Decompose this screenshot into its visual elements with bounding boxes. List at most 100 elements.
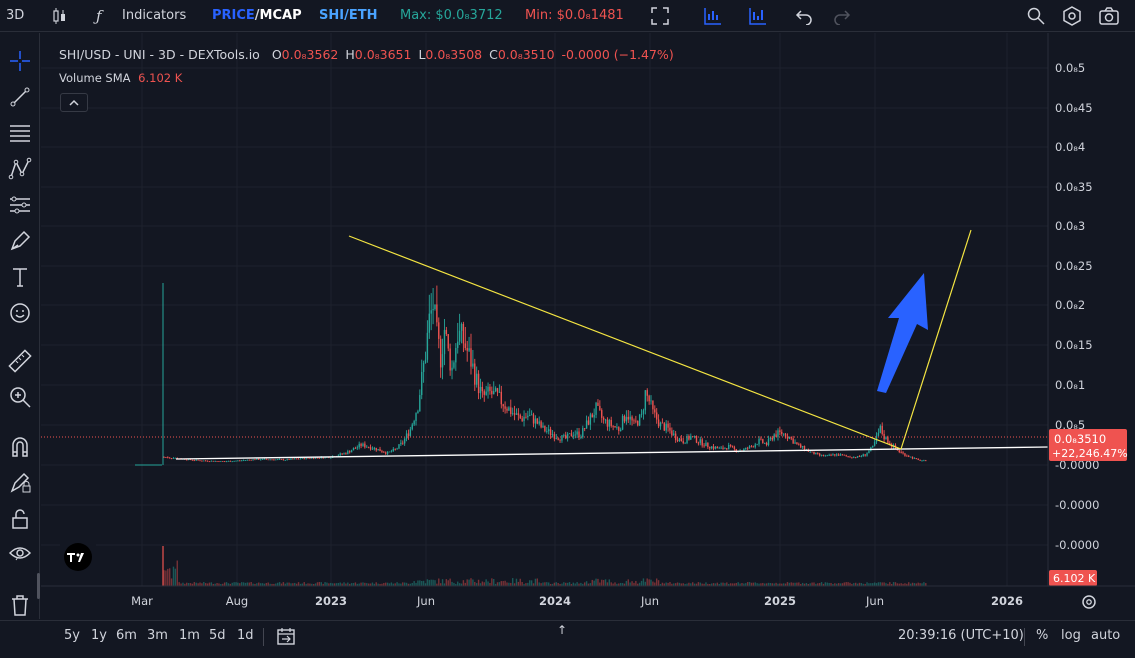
layout-button[interactable]: 3D [6,8,25,23]
indicators-button[interactable]: Indicators [122,8,187,23]
candle [923,459,925,462]
price-label[interactable]: PRICE [212,8,255,23]
lock-icon[interactable] [8,507,32,531]
volume-bar [411,583,413,586]
range-1d[interactable]: 1d [237,628,254,643]
percent-toggle[interactable]: % [1036,628,1049,643]
scroll-handle-icon[interactable]: ↑ [557,623,568,637]
redo-icon[interactable] [833,0,851,32]
trash-icon[interactable] [8,593,32,617]
log-toggle[interactable]: log [1061,628,1081,643]
emoji-icon[interactable] [8,301,32,325]
lock-drawing-icon[interactable] [8,471,32,495]
candle [377,449,379,451]
x-tick-label: 2025 [764,594,796,608]
candle [773,433,775,442]
candle [796,442,798,445]
volume-bar [868,583,870,586]
candle [589,412,592,430]
volume-bar [811,582,813,586]
volume-bar [536,578,539,586]
auto-toggle[interactable]: auto [1091,628,1121,643]
volume-bar [892,582,895,586]
volume-bar [726,582,728,586]
range-6m[interactable]: 6m [116,628,137,643]
candle [817,452,819,455]
indicators-icon[interactable]: ƒ [96,7,102,25]
candle [242,459,245,462]
bar-chart-icon[interactable] [748,0,768,32]
price-chart[interactable]: 0.0₈5 0.0₈45 0.0₈4 0.0₈35 0.0₈3 0.0₈25 0.0₈2 0.… [41,33,1135,619]
candle [168,457,171,459]
symbol-title[interactable]: SHI/USD - UNI - 3D - DEXTools.io [59,47,260,62]
projection-line[interactable] [900,229,972,450]
volume-bar [269,583,271,586]
mcap-label[interactable]: MCAP [259,8,302,23]
volume-bar [280,583,283,586]
chart-style-icon[interactable] [703,0,723,32]
candle [523,410,525,427]
candle [612,425,614,431]
candle [599,400,601,411]
candle [883,430,885,443]
candle [330,457,332,459]
price-axis[interactable]: 0.0₈5 0.0₈45 0.0₈4 0.0₈35 0.0₈3 0.0₈25 0.0₈2 0.… [1047,33,1135,619]
y-tick-label: -0.0000 [1055,458,1099,472]
chart-area[interactable]: 0.0₈5 0.0₈45 0.0₈4 0.0₈35 0.0₈3 0.0₈25 0.0₈2 0.… [41,33,1135,619]
candle [525,412,527,419]
brush-icon[interactable] [8,229,32,253]
up-arrow-annotation[interactable] [877,273,928,393]
volume-bar [650,579,652,586]
price-mcap-toggle[interactable]: PRICE/MCAP [212,0,302,32]
volume-bar [204,583,207,586]
volume-bar [206,583,209,586]
range-5y[interactable]: 5y [64,628,80,643]
range-1m[interactable]: 1m [179,628,200,643]
zoom-in-icon[interactable] [8,385,32,409]
volume-bar [504,580,506,586]
eye-icon[interactable] [8,541,32,565]
chart-type-icon[interactable] [52,0,70,32]
trend-line-icon[interactable] [8,85,32,109]
time-axis[interactable]: Mar Aug 2023 Jun 2024 Jun 2025 Jun 2026 [41,585,1135,619]
toolbar-scrollbar[interactable] [37,573,40,599]
downtrend-line[interactable] [348,235,902,450]
candle [625,410,628,425]
candle [227,460,230,462]
volume-label[interactable]: Volume SMA [59,71,131,85]
volume-bar [242,582,245,586]
range-5d[interactable]: 5d [209,628,226,643]
undo-icon[interactable] [795,0,813,32]
open-value: 0.0₈3562 [281,47,339,62]
volume-bar [246,582,249,586]
candle [455,343,457,371]
volume-bar [330,582,332,586]
axis-settings-icon[interactable] [1082,595,1096,609]
x-tick-label: Jun [640,594,659,608]
candle [428,294,430,339]
pattern-icon[interactable] [8,157,32,181]
pair-toggle[interactable]: SHI/ETH [319,8,378,23]
volume-bar [237,582,239,586]
volume-bar [214,583,216,586]
prediction-icon[interactable] [8,193,32,217]
range-1y[interactable]: 1y [91,628,107,643]
clock-time[interactable]: 20:39:16 (UTC+10) [898,628,1024,643]
date-range-icon[interactable] [276,621,296,651]
quick-search-icon[interactable] [1026,0,1046,32]
support-line[interactable] [175,446,1049,460]
fullscreen-icon[interactable] [650,0,670,32]
magnet-icon[interactable] [8,435,32,459]
volume-bar [686,583,688,586]
tradingview-logo[interactable] [60,543,96,571]
collapse-legend-button[interactable] [60,93,88,112]
volume-bar [479,583,482,586]
range-3m[interactable]: 3m [147,628,168,643]
camera-icon[interactable] [1098,0,1120,32]
text-icon[interactable] [8,265,32,289]
ruler-icon[interactable] [8,349,32,373]
crosshair-icon[interactable] [8,49,32,73]
fib-retracement-icon[interactable] [8,121,32,145]
volume-bar [313,583,315,586]
settings-icon[interactable] [1062,0,1082,32]
